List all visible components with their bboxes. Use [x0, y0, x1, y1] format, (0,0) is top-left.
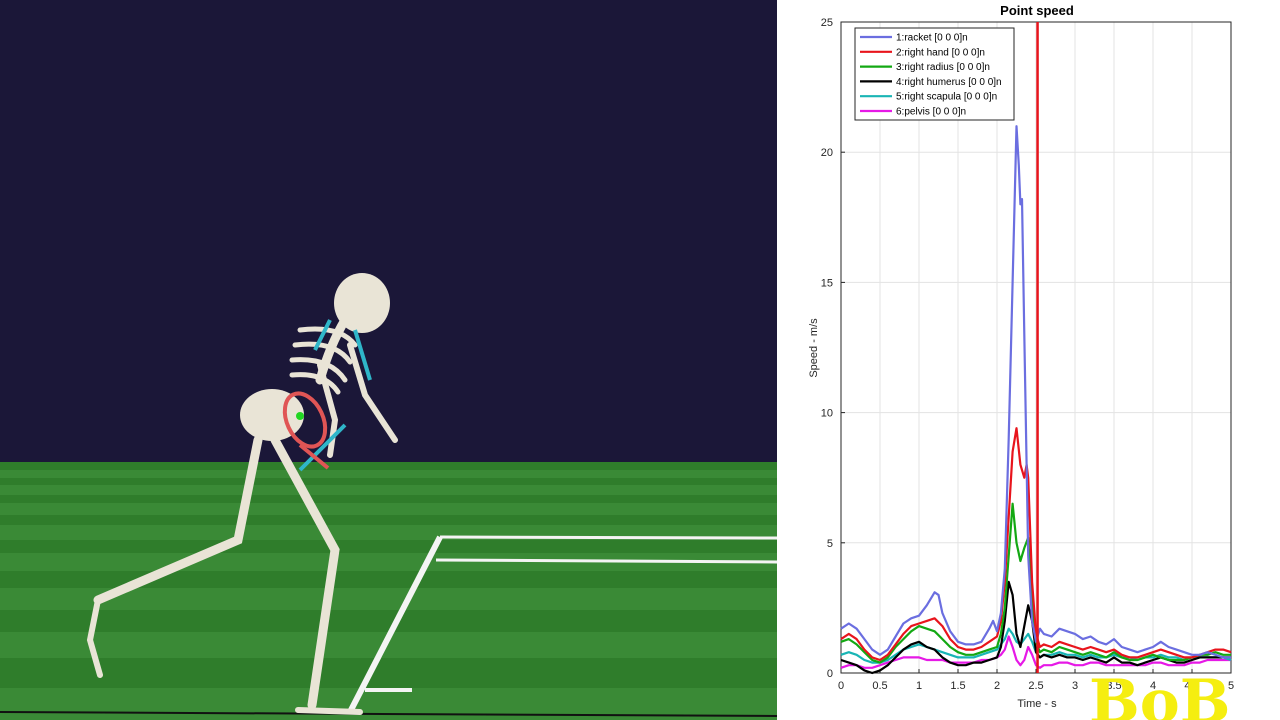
series-line-4 — [840, 580, 1231, 675]
grass-court — [0, 462, 777, 720]
court-lines — [347, 535, 777, 714]
bob-watermark: BoB — [1089, 667, 1230, 720]
y-tick-label: 10 — [821, 408, 833, 420]
x-tick-label: 5 — [1228, 680, 1234, 692]
x-tick-label: 2.5 — [1028, 680, 1043, 692]
series-line-6 — [840, 635, 1231, 669]
x-tick-label: 4.5 — [1184, 680, 1199, 692]
legend-entry: 1:racket [0 0 0]n — [896, 33, 968, 44]
legend-box — [854, 27, 1015, 121]
series-lines — [840, 125, 1232, 675]
left-foot — [86, 597, 103, 678]
x-tick-label: 3.5 — [1106, 680, 1121, 692]
legend[interactable]: 1:racket [0 0 0]n 2:right hand [0 0 0]n 3:… — [854, 27, 1015, 121]
legend-entry: 2:right hand [0 0 0]n — [896, 47, 985, 58]
scene-edge-line — [0, 711, 777, 717]
right-foot — [295, 707, 363, 715]
left-leg — [93, 435, 263, 605]
x-tick-label: 4 — [1150, 680, 1156, 692]
legend-entry: 5:right scapula [0 0 0]n — [896, 92, 997, 103]
series-line-1 — [840, 125, 1231, 659]
x-tick-label: 1 — [916, 680, 922, 692]
right-leg — [270, 435, 340, 710]
y-tick-label: 0 — [827, 668, 833, 680]
simulation-scene — [0, 0, 777, 720]
tracking-marker — [296, 412, 304, 420]
chart-title: Point speed — [1000, 3, 1074, 18]
tennis-racket — [282, 391, 330, 470]
y-tick-label: 25 — [821, 17, 833, 29]
x-tick-label: 3 — [1072, 680, 1078, 692]
muscle-lines — [298, 319, 372, 472]
y-tick-label: 5 — [827, 538, 833, 550]
x-tick-label: 0 — [838, 680, 844, 692]
pelvis-bone — [240, 389, 304, 441]
y-tick-label: 20 — [821, 147, 833, 159]
x-tick-label: 0.5 — [872, 680, 887, 692]
legend-entry: 3:right radius [0 0 0]n — [896, 62, 990, 73]
legend-entry: 6:pelvis [0 0 0]n — [896, 107, 966, 118]
left-arm — [317, 362, 339, 458]
right-arm — [347, 342, 398, 443]
night-sky — [0, 0, 777, 462]
y-axis-label: Speed - m/s — [808, 318, 820, 378]
x-tick-label: 2 — [994, 680, 1000, 692]
x-tick-label: 1.5 — [950, 680, 965, 692]
plot-panel: 0 0.5 1 1.5 2 2.5 3 3.5 4 4.5 5 0 5 10 15 20 25 Point sp… — [777, 0, 1280, 720]
axes-box — [840, 21, 1232, 674]
simulation-viewport[interactable] — [0, 0, 777, 720]
y-tick-label: 15 — [821, 277, 833, 289]
point-speed-chart: 0 0.5 1 1.5 2 2.5 3 3.5 4 4.5 5 0 5 10 15 20 25 Point sp… — [808, 3, 1234, 720]
legend-entry: 4:right humerus [0 0 0]n — [896, 77, 1002, 88]
ribcage — [289, 326, 358, 395]
x-axis-label: Time - s — [1017, 698, 1057, 710]
axis-ticks: 0 0.5 1 1.5 2 2.5 3 3.5 4 4.5 5 0 5 10 15 20 25 — [821, 17, 1234, 692]
